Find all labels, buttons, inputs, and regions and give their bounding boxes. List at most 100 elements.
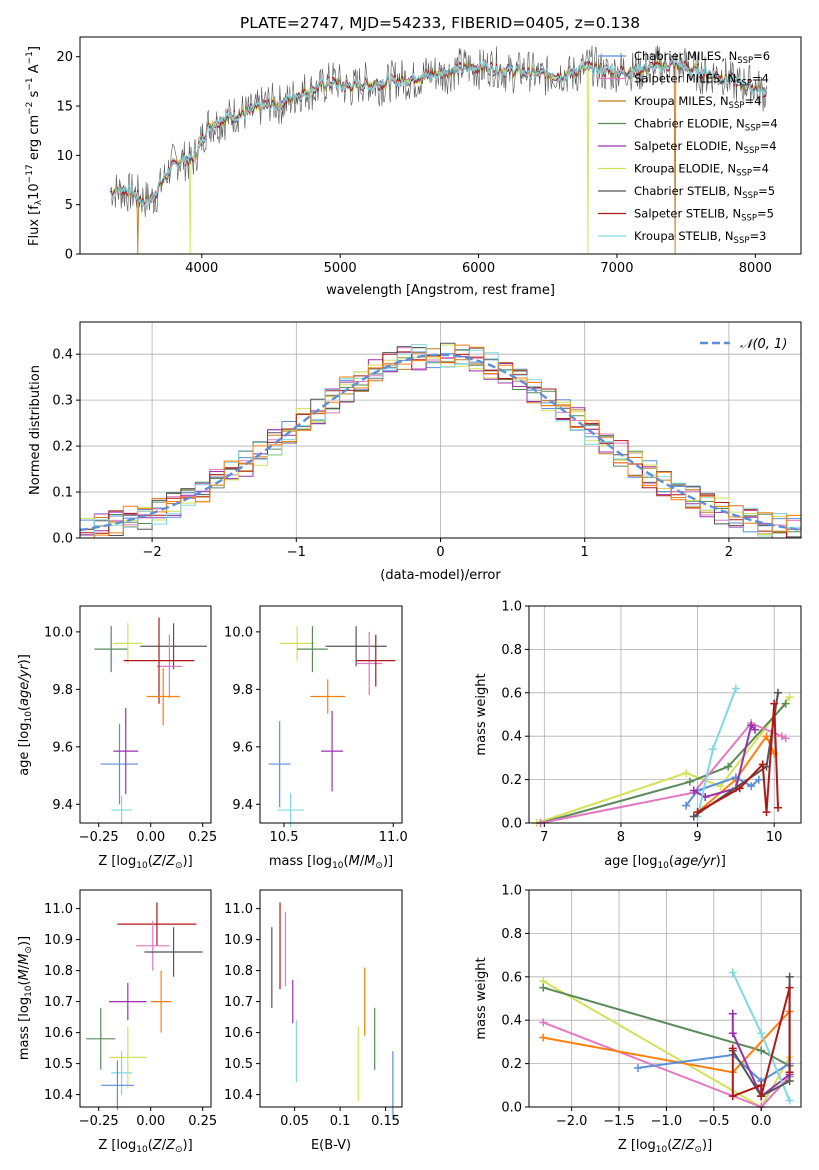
errorbar-point <box>136 921 170 971</box>
plus-marker <box>762 732 771 741</box>
legend-sub: SSP <box>744 146 760 156</box>
y-tick-label: 10.4 <box>44 1088 73 1103</box>
y-tick-label: 9.4 <box>52 798 73 813</box>
x-axis-label: E(B-V) <box>311 1138 351 1153</box>
y-axis-label: mass weight <box>474 673 489 755</box>
plus-marker <box>762 808 771 817</box>
x-tick-label: 0.15 <box>371 1114 400 1129</box>
x-tick-label: 7000 <box>600 261 633 276</box>
errorbar-point <box>146 667 180 726</box>
legend-tail: =4 <box>752 72 769 86</box>
histogram-series <box>80 344 801 538</box>
y-axis-label: age [log10(age/yr)] <box>17 654 34 776</box>
y-tick-label: 0.8 <box>501 927 522 942</box>
plus-marker <box>724 762 733 771</box>
x-tick-label: 0.25 <box>188 830 217 845</box>
y-tick-label: 10.9 <box>44 933 73 948</box>
legend-tail: =6 <box>753 49 770 63</box>
y-tick-label: 10.0 <box>44 625 73 640</box>
legend-sub: SSP <box>745 124 761 134</box>
axes-frame <box>528 605 802 824</box>
plus-marker <box>758 760 767 769</box>
mass-weight-series-line <box>540 702 787 824</box>
figure-title: PLATE=2747, MJD=54233, FIBERID=0405, z=0… <box>240 14 640 32</box>
errorbar-point <box>356 631 383 696</box>
age-vs-mass-panel: 10.5 11.0 9.4 9.6 9.8 10.0 mass [log10(M/M⊙)] <box>224 605 408 871</box>
plus-marker <box>757 1092 766 1101</box>
plus-marker <box>708 745 717 754</box>
x-tick-label: −2.0 <box>556 1114 588 1129</box>
plus-marker <box>785 1076 794 1085</box>
plus-marker <box>785 693 794 702</box>
y-tick-label: 0.4 <box>501 1014 522 1029</box>
x-tick-label: −2 <box>143 545 162 560</box>
y-tick-label: 1.0 <box>501 600 522 615</box>
plus-marker <box>785 983 794 992</box>
errorbar-point <box>356 634 396 687</box>
x-tick-label: 6000 <box>462 261 495 276</box>
errorbar-point <box>144 927 203 977</box>
x-tick-label: −1.5 <box>603 1114 635 1129</box>
errorbar-point <box>321 710 344 792</box>
y-tick-label: 20 <box>56 50 73 65</box>
y-tick-label: 0.0 <box>52 532 73 547</box>
legend-entry: Salpeter STELIB, NSSP=5 <box>634 207 774 224</box>
x-tick-label: 0.0 <box>751 1114 772 1129</box>
plus-marker <box>728 1092 737 1101</box>
y-tick-label: 10.9 <box>224 933 253 948</box>
x-tick-label: 0.05 <box>280 1114 309 1129</box>
plus-marker <box>781 734 790 743</box>
y-tick-label: 0 <box>65 248 73 263</box>
plus-marker <box>728 1009 737 1018</box>
axes-frame <box>79 36 802 255</box>
x-tick-label: 2 <box>725 545 733 560</box>
errorbar-point <box>109 983 147 1021</box>
mass-weight-series-line <box>697 703 779 813</box>
plus-marker <box>539 1018 548 1027</box>
x-tick-label: 5000 <box>324 261 357 276</box>
plus-marker <box>728 1044 737 1053</box>
y-tick-label: 9.8 <box>52 683 73 698</box>
y-tick-label: 0.0 <box>501 1101 522 1116</box>
y-tick-label: 10.4 <box>224 1088 253 1103</box>
y-tick-label: 10.6 <box>224 1026 253 1041</box>
y-tick-label: 11.0 <box>44 902 73 917</box>
x-tick-label: 10.5 <box>270 830 299 845</box>
y-tick-label: 9.6 <box>52 740 73 755</box>
legend-entry: Chabrier ELODIE, NSSP=4 <box>634 117 778 134</box>
legend-sub: SSP <box>729 101 745 111</box>
y-tick-label: 15 <box>56 100 73 115</box>
plus-marker <box>757 1046 766 1055</box>
legend-tail: =4 <box>744 94 761 108</box>
errorbar-point <box>100 1060 135 1111</box>
y-tick-label: 9.8 <box>232 683 253 698</box>
legend-sub: SSP <box>736 79 752 89</box>
spectrum-lines <box>110 45 767 254</box>
plus-marker <box>774 688 783 697</box>
errorbar-point <box>117 902 197 946</box>
spectrum-series-line <box>110 59 767 208</box>
plus-marker <box>785 1068 794 1077</box>
x-tick-label: −0.5 <box>698 1114 730 1129</box>
y-tick-label: 10.6 <box>44 1026 73 1041</box>
x-tick-label: −0.25 <box>79 830 119 845</box>
legend-entry: Salpeter MILES, NSSP=4 <box>634 72 769 89</box>
residuals-panel: −2 −1 0 1 2 0.0 0.1 0.2 0.3 0.4 (data-model)/error… <box>28 321 802 583</box>
legend-tail: =5 <box>758 184 775 198</box>
legend-sub: SSP <box>736 169 752 179</box>
legend: Chabrier MILES, NSSP=6 Salpeter MILES, NS… <box>598 49 778 246</box>
y-axis-label: mass [log10(M/M⊙)] <box>17 936 34 1060</box>
errorbar-point <box>279 626 315 661</box>
mass-weight-series-line <box>637 1053 791 1083</box>
spectrum-series-line <box>110 58 767 254</box>
plus-marker <box>539 1033 548 1042</box>
y-tick-label: 10.5 <box>224 1057 253 1072</box>
mass-weight-vs-Z-panel: −2.0 −1.5 −1.0 −0.5 0.0 0.0 0.2 0.4 0.6 0.8 1.0 Z [… <box>474 884 802 1155</box>
legend-sub: SSP <box>742 191 758 201</box>
plus-marker <box>751 725 760 734</box>
legend-sub: SSP <box>737 56 753 66</box>
errorbar-point <box>111 1051 132 1095</box>
errorbar-point <box>156 634 182 698</box>
x-tick-label: −1 <box>287 545 306 560</box>
